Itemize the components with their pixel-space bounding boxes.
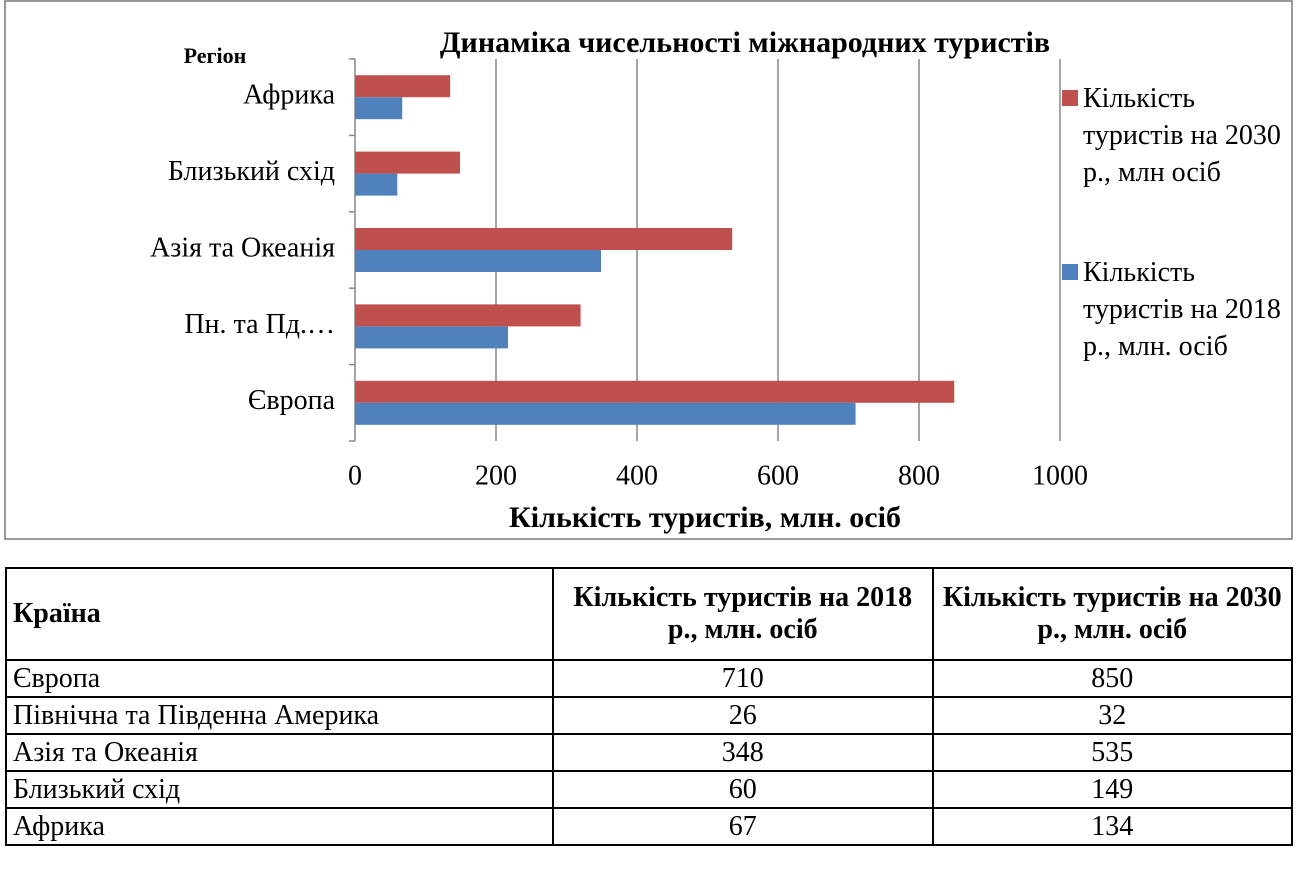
x-tick-label: 0 [348,460,362,491]
table-cell: Північна та Південна Америка [4,696,555,735]
bar [355,97,403,120]
table-row: Північна та Південна Америка 26 32 [4,696,1293,735]
x-tick-label: 1000 [1032,460,1088,491]
bar [355,380,955,403]
table-row: Близький схід 60 149 [4,770,1293,809]
x-tick-label: 800 [898,460,940,491]
chart-frame [4,0,1293,540]
bar [355,173,398,196]
legend-swatch [1062,90,1078,106]
legend-label: Кількість туристів на 2030 р., млн осіб [1083,83,1281,188]
table-cell: 149 [931,770,1293,809]
table-row: Африка 67 134 [4,807,1293,846]
table-row: Азія та Океанія 348 535 [4,733,1293,772]
bar [355,151,461,174]
legend-swatch [1062,264,1078,280]
bar [355,304,581,327]
bar [355,250,602,272]
header-cell: Кількість туристів на 2030 р., млн. осіб [931,567,1293,661]
table-cell: 850 [931,659,1293,698]
table-cell: 67 [552,807,934,846]
table-cell: 26 [552,696,934,735]
bar [355,402,856,425]
x-tick-label: 400 [616,460,658,491]
chart: Динаміка чисельності міжнародних туристі… [4,0,1293,540]
legend-label: Кількість туристів на 2018 р., млн. осіб [1083,257,1281,362]
table-cell: 134 [931,807,1293,846]
table-row: Європа 710 850 [4,659,1293,698]
table-cell: 710 [552,659,934,698]
x-tick-label: 600 [757,460,799,491]
y-tick-label: Африка [243,80,335,111]
y-tick-label: Пн. та Пд.… [184,309,335,340]
y-tick-label: Азія та Океанія [150,232,335,263]
table-cell: 535 [931,733,1293,772]
table-cell: 60 [552,770,934,809]
bar [355,75,451,98]
bar [355,326,508,349]
table-cell: Близький схід [4,770,555,809]
header-cell: Країна [4,567,555,661]
data-table: Країна Кількість туристів на 2018 р., млн… [4,567,1293,846]
y-tick-label: Європа [248,385,336,416]
x-tick-label: 200 [475,460,517,491]
table-cell: 32 [931,696,1293,735]
table-cell: Азія та Океанія [4,733,555,772]
table-cell: 348 [552,733,934,772]
header-cell: Кількість туристів на 2018 р., млн. осіб [552,567,934,661]
y-tick-label: Близький схід [168,156,335,187]
table-cell: Африка [4,807,555,846]
y-axis-title: Регіон [184,43,247,68]
table-cell: Європа [4,659,555,698]
x-axis-title: Кількість туристів, млн. осіб [509,501,901,534]
bar [355,228,733,250]
chart-title: Динаміка чисельності міжнародних туристі… [440,26,1050,59]
